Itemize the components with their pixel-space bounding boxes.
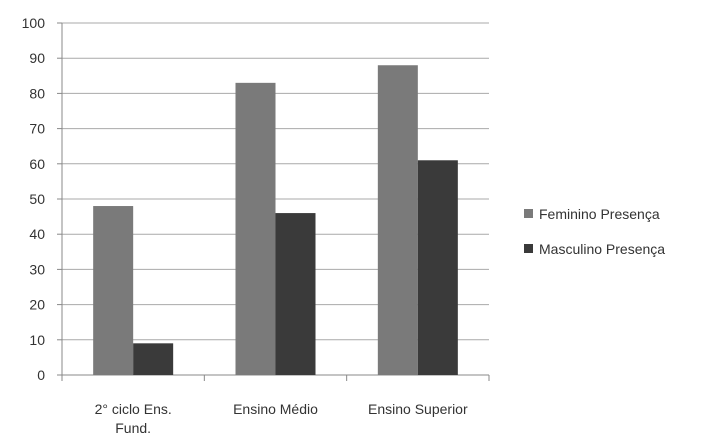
legend-label: Feminino Presença [539, 206, 660, 222]
y-tick-label: 90 [29, 50, 45, 66]
y-tick-label: 100 [22, 15, 46, 31]
y-tick-label: 50 [29, 191, 45, 207]
y-axis: 0 10 20 30 40 50 60 70 80 90 100 [22, 15, 63, 383]
legend-swatch [524, 209, 533, 218]
y-tick-label: 70 [29, 121, 45, 137]
x-tick-label-line: Ensino Superior [368, 401, 468, 417]
y-tick-label: 80 [29, 85, 45, 101]
bar-feminino [93, 206, 134, 375]
x-tick-label: Ensino Médio [233, 401, 318, 417]
y-tick-label: 20 [29, 297, 45, 313]
bar-masculino [275, 213, 316, 375]
x-tick-label: Ensino Superior [368, 401, 468, 417]
x-tick-label: 2° ciclo Ens. Fund. [95, 401, 172, 436]
bar-feminino [235, 82, 276, 375]
y-tick-label: 30 [29, 261, 45, 277]
x-tick-label-line: Fund. [115, 420, 151, 436]
legend-swatch [524, 244, 533, 253]
y-tick-label: 0 [37, 367, 45, 383]
bar-masculino [133, 343, 174, 375]
bars [93, 65, 458, 376]
legend-label: Masculino Presença [539, 241, 665, 257]
y-tick-label: 10 [29, 332, 45, 348]
bar-masculino [417, 160, 458, 375]
bar-feminino [377, 65, 418, 376]
y-tick-label: 40 [29, 226, 45, 242]
x-axis: 2° ciclo Ens. Fund. Ensino Médio Ensino Sup… [61, 374, 490, 436]
legend: Feminino Presença Masculino Presença [524, 206, 665, 257]
y-tick-label: 60 [29, 156, 45, 172]
x-tick-label-line: 2° ciclo Ens. [95, 401, 172, 417]
x-tick-label-line: Ensino Médio [233, 401, 318, 417]
